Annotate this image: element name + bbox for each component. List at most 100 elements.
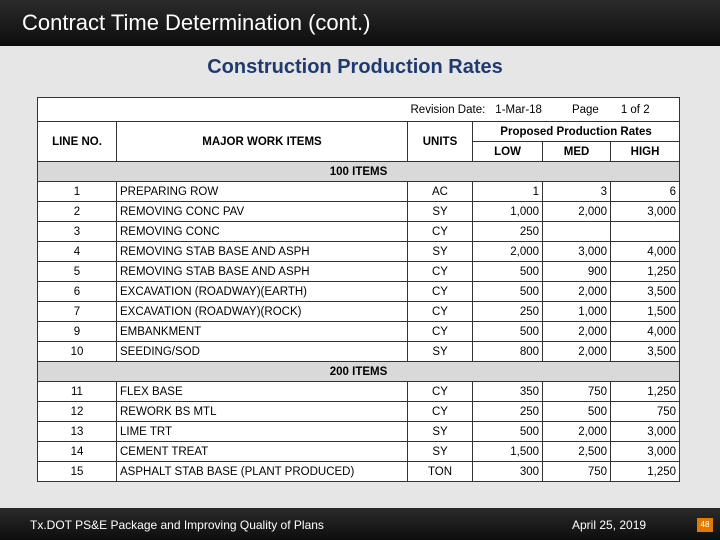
table-cell: 300 xyxy=(471,461,544,482)
table-cell: EXCAVATION (ROADWAY)(EARTH) xyxy=(116,281,408,302)
table-row: 10 SEEDING/SOD SY 800 2,000 3,500 xyxy=(37,341,681,362)
column-header: LOW xyxy=(471,141,544,162)
table-row: 12 REWORK BS MTL CY 250 500 750 xyxy=(37,401,681,422)
table-cell: 500 xyxy=(471,281,544,302)
table-cell: REWORK BS MTL xyxy=(116,401,408,422)
table-cell: 2 xyxy=(37,201,117,222)
table-cell: PREPARING ROW xyxy=(116,181,408,202)
table-cell: 6 xyxy=(37,281,117,302)
table-row: 2 REMOVING CONC PAV SY 1,000 2,000 3,000 xyxy=(37,201,681,222)
table-cell: 5 xyxy=(37,261,117,282)
section-header: 200 ITEMS xyxy=(36,361,681,382)
rates-table: Revision Date: 1-Mar-18 Page 1 of 2 LINE NO.… xyxy=(36,97,681,482)
table-row: 15 ASPHALT STAB BASE (PLANT PRODUCED) TON 3… xyxy=(37,461,681,482)
table-cell: 1,500 xyxy=(610,301,681,322)
table-cell: 1,000 xyxy=(471,201,544,222)
footer-bar: Tx.DOT PS&E Package and Improving Qualit… xyxy=(0,508,720,540)
table-cell: 2,500 xyxy=(542,441,612,462)
table-cell: SY xyxy=(407,241,473,262)
table-row: 13 LIME TRT SY 500 2,000 3,000 xyxy=(37,421,681,442)
table-cell: 3,500 xyxy=(610,281,681,302)
table-cell: 500 xyxy=(542,401,612,422)
table-cell: SY xyxy=(407,341,473,362)
table-cell: 750 xyxy=(542,381,612,402)
table-cell: 500 xyxy=(471,261,544,282)
table-cell: 13 xyxy=(37,421,117,442)
table-cell: REMOVING CONC PAV xyxy=(116,201,408,222)
table-cell: 250 xyxy=(471,401,544,422)
table-cell: 3 xyxy=(542,181,612,202)
table-row: 200 ITEMS xyxy=(36,361,681,382)
table-cell: 500 xyxy=(471,321,544,342)
table-cell: CY xyxy=(407,261,473,282)
table-row: 4 REMOVING STAB BASE AND ASPH SY 2,000 3,000… xyxy=(37,241,681,262)
table-cell: 4 xyxy=(37,241,117,262)
table-cell: 750 xyxy=(610,401,681,422)
table-cell: 1,250 xyxy=(610,261,681,282)
table-cell: 1,000 xyxy=(542,301,612,322)
table-cell: 3,000 xyxy=(610,421,681,442)
page-value: 1 of 2 xyxy=(620,103,650,116)
table-cell: EMBANKMENT xyxy=(116,321,408,342)
table-cell: ASPHALT STAB BASE (PLANT PRODUCED) xyxy=(116,461,408,482)
table-cell: TON xyxy=(407,461,473,482)
column-header: UNITS xyxy=(407,121,473,162)
table-cell xyxy=(610,221,681,242)
table-cell: CY xyxy=(407,401,473,422)
table-cell: EXCAVATION (ROADWAY)(ROCK) xyxy=(116,301,408,322)
table-row: 3 REMOVING CONC CY 250 xyxy=(37,221,681,242)
table-cell xyxy=(542,221,612,242)
table-cell: CY xyxy=(407,321,473,342)
table-cell: 2,000 xyxy=(542,281,612,302)
table-row: 11 FLEX BASE CY 350 750 1,250 xyxy=(37,381,681,402)
table-cell: 3,000 xyxy=(610,441,681,462)
title-bar: Contract Time Determination (cont.) xyxy=(0,0,720,46)
table-cell: 3,000 xyxy=(610,201,681,222)
table-cell: 6 xyxy=(610,181,681,202)
revision-cell: Revision Date: 1-Mar-18 xyxy=(407,97,543,122)
table-row: 7 EXCAVATION (ROADWAY)(ROCK) CY 250 1,000 1,5… xyxy=(37,301,681,322)
table-cell: 800 xyxy=(471,341,544,362)
table-cell: 4,000 xyxy=(610,241,681,262)
column-header: MED xyxy=(542,141,612,162)
revision-label: Revision Date: xyxy=(410,103,486,116)
table-cell: 250 xyxy=(471,221,544,242)
column-header: HIGH xyxy=(610,141,681,162)
table-cell: 750 xyxy=(542,461,612,482)
page-cell: Page 1 of 2 xyxy=(542,97,681,122)
footer-text: Tx.DOT PS&E Package and Improving Qualit… xyxy=(30,518,324,532)
table-cell: 2,000 xyxy=(542,421,612,442)
table-cell: 11 xyxy=(37,381,117,402)
table-cell: AC xyxy=(407,181,473,202)
table-cell: 1 xyxy=(37,181,117,202)
table-cell: FLEX BASE xyxy=(116,381,408,402)
column-header: Proposed Production Rates xyxy=(471,121,681,142)
table-cell: SY xyxy=(407,201,473,222)
table-row: 100 ITEMS xyxy=(36,161,681,182)
section-header: 100 ITEMS xyxy=(36,161,681,182)
table-cell: 900 xyxy=(542,261,612,282)
table-cell: 15 xyxy=(37,461,117,482)
table-cell: 1,250 xyxy=(610,381,681,402)
revision-date: 1-Mar-18 xyxy=(495,103,542,116)
table-row: LINE NO. MAJOR WORK ITEMS UNITS Proposed Pr… xyxy=(37,121,681,162)
table-cell: CY xyxy=(407,301,473,322)
table-cell: 7 xyxy=(37,301,117,322)
table-cell: 2,000 xyxy=(542,321,612,342)
table-cell: SEEDING/SOD xyxy=(116,341,408,362)
table-row: 9 EMBANKMENT CY 500 2,000 4,000 xyxy=(37,321,681,342)
table-cell: 250 xyxy=(471,301,544,322)
table-cell: 2,000 xyxy=(471,241,544,262)
column-header: MAJOR WORK ITEMS xyxy=(116,121,408,162)
table-cell: 2,000 xyxy=(542,341,612,362)
table-cell: REMOVING CONC xyxy=(116,221,408,242)
table-cell: 2,000 xyxy=(542,201,612,222)
table-cell: 9 xyxy=(37,321,117,342)
table-row: 6 EXCAVATION (ROADWAY)(EARTH) CY 500 2,000 3,… xyxy=(37,281,681,302)
slide-subtitle: Construction Production Rates xyxy=(207,56,503,78)
table-cell: 500 xyxy=(471,421,544,442)
table-cell: SY xyxy=(407,441,473,462)
table-cell: 1,500 xyxy=(471,441,544,462)
table-cell: 10 xyxy=(37,341,117,362)
